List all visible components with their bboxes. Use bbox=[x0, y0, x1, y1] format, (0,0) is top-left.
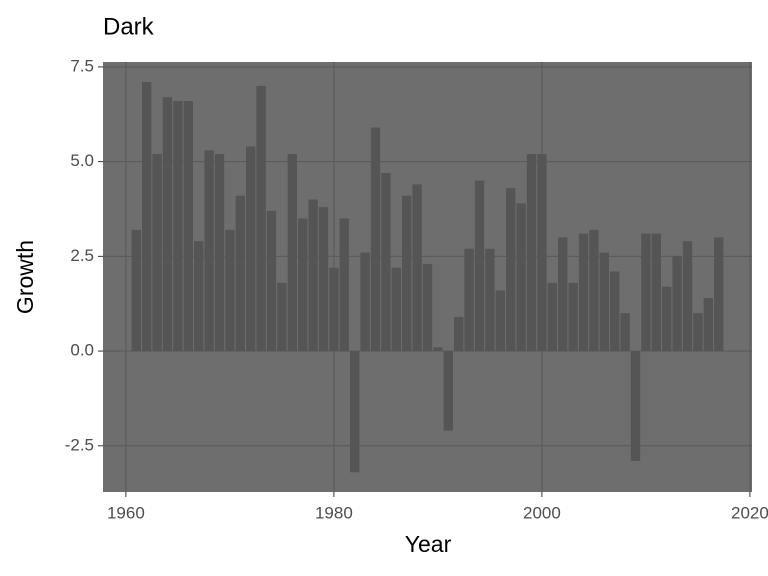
bar bbox=[235, 195, 245, 352]
bar bbox=[506, 188, 516, 352]
bar bbox=[350, 351, 360, 473]
bar bbox=[651, 233, 661, 352]
bar bbox=[308, 199, 318, 352]
bar bbox=[152, 154, 162, 352]
chart-title: Dark bbox=[103, 13, 155, 40]
x-tick-label: 1980 bbox=[315, 503, 353, 522]
bar bbox=[630, 351, 641, 461]
bar bbox=[412, 184, 422, 352]
bar bbox=[256, 85, 266, 352]
bar bbox=[599, 252, 609, 352]
bar bbox=[287, 154, 297, 352]
bar bbox=[246, 146, 256, 352]
bar bbox=[162, 97, 173, 352]
bar bbox=[194, 241, 204, 352]
bar bbox=[682, 241, 693, 352]
bar bbox=[318, 207, 329, 352]
bar bbox=[703, 298, 713, 352]
bar bbox=[464, 248, 474, 352]
bar bbox=[422, 263, 433, 352]
bar bbox=[329, 267, 339, 352]
bar bbox=[558, 237, 568, 352]
bar bbox=[662, 286, 672, 352]
bar bbox=[516, 203, 526, 352]
bar bbox=[266, 210, 277, 352]
y-axis-label: Growth bbox=[12, 240, 38, 314]
bar bbox=[610, 271, 620, 352]
bar bbox=[339, 218, 349, 352]
bar bbox=[298, 218, 308, 352]
bar bbox=[474, 180, 485, 352]
bar bbox=[433, 347, 443, 352]
y-tick-label: 7.5 bbox=[70, 56, 94, 75]
bar bbox=[578, 233, 589, 352]
bar bbox=[142, 82, 152, 352]
bar bbox=[620, 313, 630, 352]
bar bbox=[131, 229, 141, 352]
bar bbox=[225, 229, 235, 352]
bar bbox=[714, 237, 724, 352]
bar bbox=[454, 316, 464, 352]
x-tick-label: 1960 bbox=[107, 503, 145, 522]
bar bbox=[402, 195, 412, 352]
bar bbox=[214, 154, 225, 352]
x-axis-label: Year bbox=[405, 531, 452, 557]
bar bbox=[693, 313, 703, 352]
x-tick-label: 2020 bbox=[731, 503, 768, 522]
bar bbox=[547, 282, 557, 352]
bar bbox=[173, 101, 183, 352]
bar bbox=[204, 150, 214, 352]
bar bbox=[183, 101, 193, 352]
bar bbox=[641, 233, 651, 352]
bar bbox=[495, 290, 505, 352]
y-tick-label: 2.5 bbox=[70, 246, 94, 265]
bar bbox=[485, 248, 495, 352]
bar bbox=[277, 282, 287, 352]
bar bbox=[360, 252, 370, 352]
bar bbox=[589, 229, 599, 352]
bar bbox=[537, 154, 547, 352]
bar bbox=[568, 282, 578, 352]
bar bbox=[443, 351, 453, 431]
x-tick-label: 2000 bbox=[523, 503, 561, 522]
bar bbox=[672, 256, 682, 352]
bar bbox=[381, 173, 391, 352]
y-tick-label: 5.0 bbox=[70, 151, 94, 170]
y-tick-label: 0.0 bbox=[70, 341, 94, 360]
bar bbox=[370, 127, 381, 352]
y-tick-label: -2.5 bbox=[65, 435, 94, 454]
bar bbox=[391, 267, 401, 352]
bar bbox=[526, 154, 537, 352]
